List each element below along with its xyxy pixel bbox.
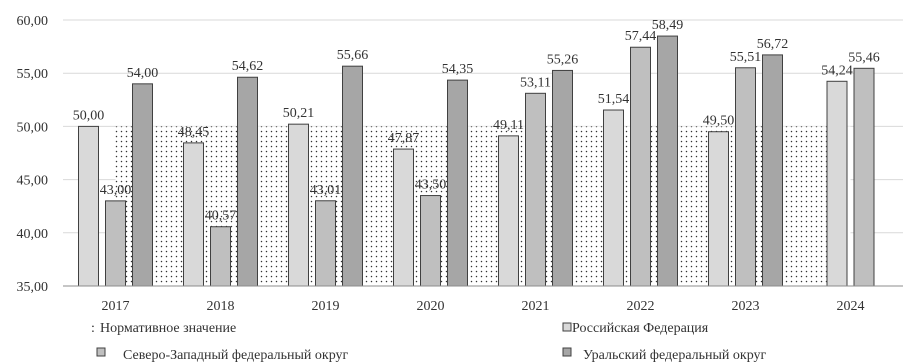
data-label: 49,11 xyxy=(493,118,524,133)
x-tick-label: 2021 xyxy=(522,299,550,314)
bar xyxy=(105,200,126,287)
bar xyxy=(762,54,783,287)
data-label: 50,21 xyxy=(283,106,315,121)
y-tick-label: 60,00 xyxy=(17,14,49,29)
data-label: 55,51 xyxy=(730,50,762,65)
bar xyxy=(447,79,468,287)
bar xyxy=(315,200,336,287)
data-label: 58,49 xyxy=(652,18,684,33)
data-label: 43,00 xyxy=(100,183,132,198)
legend-normative-symbol: : xyxy=(91,321,95,336)
y-tick-label: 40,00 xyxy=(17,227,49,242)
data-label: 53,11 xyxy=(520,75,551,90)
x-tick-label: 2019 xyxy=(312,299,340,314)
bar xyxy=(420,195,441,287)
legend: : Нормативное значение Российская Федераци… xyxy=(91,321,767,363)
legend-swatch xyxy=(96,347,106,357)
legend-swatch xyxy=(562,322,572,332)
data-labels: 50,00 43,00 54,00 48,45 40,57 54,62 50,21 43,01… xyxy=(73,18,880,224)
bar xyxy=(735,67,756,287)
bar xyxy=(288,123,309,287)
legend-label: Северо-Западный федеральный округ xyxy=(123,348,349,363)
data-label: 40,57 xyxy=(205,209,237,224)
data-label: 54,62 xyxy=(232,59,264,74)
bar xyxy=(552,69,573,287)
bar xyxy=(853,67,875,287)
data-label: 54,00 xyxy=(127,66,159,81)
data-label: 47,87 xyxy=(388,131,420,146)
bars xyxy=(78,35,875,287)
bar xyxy=(210,226,231,287)
data-label: 54,35 xyxy=(442,62,474,77)
data-label: 48,45 xyxy=(178,125,210,140)
x-tick-label: 2017 xyxy=(102,299,130,314)
bar xyxy=(708,131,729,287)
data-label: 55,26 xyxy=(547,52,579,67)
data-label: 54,24 xyxy=(821,63,853,78)
y-tick-label: 55,00 xyxy=(17,67,49,82)
bar xyxy=(657,35,678,287)
bar xyxy=(393,148,414,287)
bar xyxy=(78,125,99,287)
data-label: 51,54 xyxy=(598,92,630,107)
x-tick-label: 2018 xyxy=(207,299,235,314)
legend-label: Уральский федеральный округ xyxy=(583,348,767,363)
legend-label: Российская Федерация xyxy=(572,321,709,336)
bar xyxy=(342,65,363,287)
bar xyxy=(132,83,153,287)
x-tick-label: 2024 xyxy=(837,299,865,314)
bar xyxy=(826,80,848,287)
x-tick-label: 2020 xyxy=(417,299,445,314)
bar xyxy=(498,135,519,287)
data-label: 49,50 xyxy=(703,114,735,129)
data-label: 57,44 xyxy=(625,29,657,44)
data-label: 55,46 xyxy=(848,50,880,65)
bar xyxy=(237,76,258,287)
y-tick-label: 35,00 xyxy=(17,280,49,295)
axes: 35,00 40,00 45,00 50,00 55,00 60,00 2017 2018 20… xyxy=(17,14,903,314)
data-label: 43,01 xyxy=(310,183,342,198)
data-label: 56,72 xyxy=(757,37,789,52)
data-label: 50,00 xyxy=(73,108,105,123)
bar xyxy=(183,142,204,287)
x-tick-label: 2022 xyxy=(627,299,655,314)
y-tick-label: 45,00 xyxy=(17,174,49,189)
x-tick-label: 2023 xyxy=(732,299,760,314)
data-label: 43,50 xyxy=(415,178,447,193)
bar xyxy=(630,46,651,287)
bar xyxy=(525,92,546,287)
bar xyxy=(603,109,624,287)
legend-normative-label: Нормативное значение xyxy=(100,321,236,336)
legend-swatch xyxy=(562,347,572,357)
data-label: 55,66 xyxy=(337,48,369,63)
y-tick-label: 50,00 xyxy=(17,120,49,135)
